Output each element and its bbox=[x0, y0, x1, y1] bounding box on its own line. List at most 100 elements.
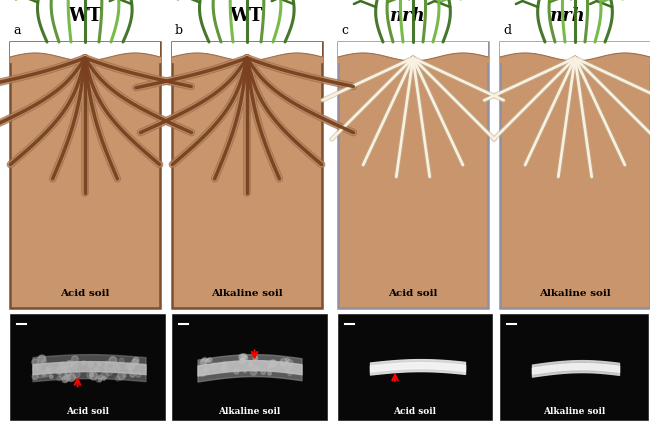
Circle shape bbox=[62, 376, 68, 382]
Circle shape bbox=[32, 374, 38, 380]
Circle shape bbox=[46, 366, 54, 373]
Bar bbox=[500, 314, 648, 420]
Circle shape bbox=[42, 374, 46, 377]
Bar bbox=[10, 42, 160, 62]
Circle shape bbox=[222, 362, 227, 367]
Text: WT: WT bbox=[229, 7, 263, 25]
Circle shape bbox=[129, 368, 132, 371]
Circle shape bbox=[136, 372, 141, 377]
Circle shape bbox=[220, 367, 224, 371]
Circle shape bbox=[104, 366, 107, 369]
Circle shape bbox=[288, 372, 292, 376]
Text: Alkaline soil: Alkaline soil bbox=[211, 289, 283, 298]
Circle shape bbox=[125, 364, 130, 369]
Text: WT: WT bbox=[68, 7, 102, 25]
Circle shape bbox=[36, 364, 42, 370]
Circle shape bbox=[256, 366, 260, 370]
Circle shape bbox=[98, 363, 101, 366]
Circle shape bbox=[270, 360, 276, 367]
Circle shape bbox=[63, 366, 67, 370]
Bar bbox=[338, 42, 488, 308]
Circle shape bbox=[36, 370, 44, 378]
Circle shape bbox=[234, 369, 239, 374]
Circle shape bbox=[98, 375, 103, 379]
Circle shape bbox=[250, 369, 257, 375]
Circle shape bbox=[88, 362, 93, 367]
Circle shape bbox=[68, 374, 75, 381]
Bar bbox=[10, 314, 165, 420]
Text: b: b bbox=[175, 23, 183, 37]
Text: nrh: nrh bbox=[390, 7, 426, 25]
Text: Alkaline soil: Alkaline soil bbox=[218, 408, 281, 416]
Circle shape bbox=[64, 375, 71, 381]
Circle shape bbox=[254, 356, 257, 360]
Circle shape bbox=[285, 358, 289, 362]
Text: d: d bbox=[503, 23, 511, 37]
Circle shape bbox=[65, 370, 72, 376]
Text: a: a bbox=[13, 23, 21, 37]
Circle shape bbox=[49, 375, 53, 378]
Text: Alkaline soil: Alkaline soil bbox=[543, 408, 605, 416]
Circle shape bbox=[90, 373, 94, 377]
Circle shape bbox=[129, 364, 134, 368]
Circle shape bbox=[283, 365, 287, 368]
Circle shape bbox=[268, 365, 271, 368]
Circle shape bbox=[130, 372, 135, 377]
Circle shape bbox=[90, 369, 92, 372]
Circle shape bbox=[249, 363, 253, 367]
Circle shape bbox=[44, 369, 51, 377]
Circle shape bbox=[208, 358, 212, 362]
Circle shape bbox=[59, 371, 67, 379]
Circle shape bbox=[57, 376, 62, 381]
Circle shape bbox=[101, 372, 108, 379]
Circle shape bbox=[39, 355, 46, 362]
Circle shape bbox=[241, 354, 247, 360]
Circle shape bbox=[239, 354, 245, 360]
Circle shape bbox=[285, 369, 289, 372]
Circle shape bbox=[242, 356, 248, 361]
Circle shape bbox=[200, 360, 206, 366]
Circle shape bbox=[71, 363, 77, 369]
Circle shape bbox=[32, 359, 38, 366]
Circle shape bbox=[42, 360, 47, 364]
Text: Alkaline soil: Alkaline soil bbox=[540, 289, 611, 298]
Circle shape bbox=[201, 358, 207, 365]
Circle shape bbox=[46, 368, 49, 371]
Circle shape bbox=[240, 354, 246, 361]
Circle shape bbox=[82, 361, 86, 365]
Circle shape bbox=[261, 370, 266, 374]
Circle shape bbox=[86, 372, 93, 378]
Circle shape bbox=[118, 372, 125, 380]
Circle shape bbox=[90, 372, 97, 380]
Circle shape bbox=[32, 366, 38, 371]
Circle shape bbox=[113, 364, 120, 371]
Circle shape bbox=[205, 367, 209, 371]
Circle shape bbox=[109, 357, 116, 364]
Circle shape bbox=[200, 370, 206, 376]
Circle shape bbox=[253, 366, 259, 372]
Text: Acid soil: Acid soil bbox=[388, 289, 437, 298]
Circle shape bbox=[268, 371, 272, 375]
Circle shape bbox=[288, 364, 292, 368]
Circle shape bbox=[243, 369, 246, 373]
Bar bbox=[500, 42, 650, 62]
Circle shape bbox=[211, 363, 217, 370]
Circle shape bbox=[102, 377, 106, 380]
Bar bbox=[10, 42, 160, 308]
Circle shape bbox=[95, 367, 99, 371]
Bar bbox=[172, 42, 322, 62]
Circle shape bbox=[66, 360, 73, 367]
Circle shape bbox=[98, 378, 102, 382]
Bar bbox=[338, 314, 492, 420]
Circle shape bbox=[280, 358, 287, 366]
Bar bbox=[172, 314, 327, 420]
Circle shape bbox=[203, 357, 207, 361]
Circle shape bbox=[65, 366, 70, 371]
Circle shape bbox=[72, 356, 78, 363]
Text: c: c bbox=[341, 23, 348, 37]
Circle shape bbox=[58, 362, 66, 369]
Circle shape bbox=[133, 357, 139, 363]
Circle shape bbox=[280, 361, 284, 366]
Bar bbox=[172, 42, 322, 308]
Circle shape bbox=[206, 359, 209, 362]
